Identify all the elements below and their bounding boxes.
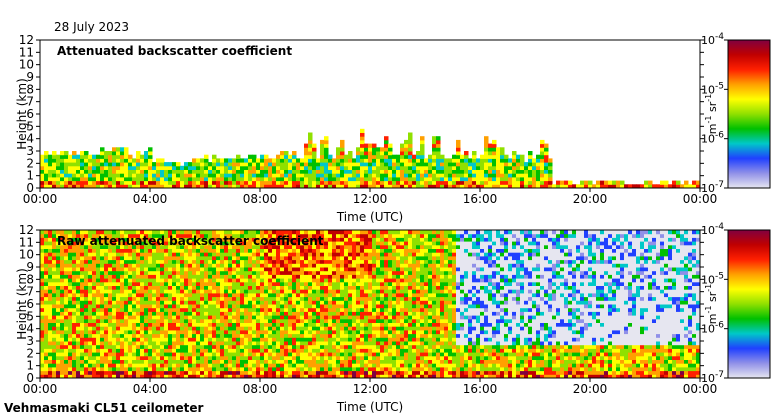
colorbar-tick-label: 10-6 <box>701 321 724 336</box>
y-tick-label: 2 <box>26 346 34 360</box>
colorbar-tick-label: 10-5 <box>701 81 724 96</box>
x-tick-label: 00:00 <box>683 382 718 396</box>
x-tick-label: 04:00 <box>133 382 168 396</box>
x-axis-label: Time (UTC) <box>336 400 403 414</box>
x-tick-label: 08:00 <box>243 382 278 396</box>
y-tick-label: 4 <box>26 322 34 336</box>
colorbar-tick-label: 10-5 <box>701 271 724 286</box>
colorbar <box>727 39 771 189</box>
y-axis-label: Height (km) <box>15 78 29 149</box>
colorbar-tick-label: 10-6 <box>701 131 724 146</box>
x-axis-label: Time (UTC) <box>336 210 403 224</box>
x-tick-label: 00:00 <box>23 382 58 396</box>
y-tick-label: 10 <box>19 248 34 262</box>
y-tick-label: 10 <box>19 58 34 72</box>
x-tick-label: 08:00 <box>243 192 278 206</box>
y-tick-label: 7 <box>26 95 34 109</box>
x-tick-label: 00:00 <box>683 192 718 206</box>
y-tick-label: 3 <box>26 144 34 158</box>
x-tick-label: 20:00 <box>573 192 608 206</box>
x-tick-label: 00:00 <box>23 192 58 206</box>
y-tick-label: 11 <box>19 45 34 59</box>
x-tick-label: 20:00 <box>573 382 608 396</box>
x-tick-label: 04:00 <box>133 192 168 206</box>
y-tick-label: 6 <box>26 107 34 121</box>
colorbar-tick-label: 10-7 <box>701 180 724 195</box>
y-tick-label: 12 <box>19 33 34 47</box>
y-tick-label: 5 <box>26 119 34 133</box>
panel-title: Raw attenuated backscatter coefficient <box>57 234 324 248</box>
y-tick-label: 5 <box>26 309 34 323</box>
y-tick-label: 0 <box>26 181 34 195</box>
y-tick-label: 2 <box>26 156 34 170</box>
y-tick-label: 6 <box>26 297 34 311</box>
colorbar-unit: m-1 sr-1 <box>704 284 719 324</box>
y-tick-label: 11 <box>19 235 34 249</box>
colorbar <box>727 229 771 379</box>
y-tick-label: 9 <box>26 260 34 274</box>
y-tick-label: 1 <box>26 169 34 183</box>
heatmap-layer <box>40 128 700 188</box>
instrument-label: Vehmasmaki CL51 ceilometer <box>4 401 204 415</box>
y-tick-label: 8 <box>26 272 34 286</box>
y-axis-label: Height (km) <box>15 268 29 339</box>
y-tick-label: 3 <box>26 334 34 348</box>
x-tick-label: 12:00 <box>353 382 388 396</box>
x-tick-label: 16:00 <box>463 382 498 396</box>
y-tick-label: 12 <box>19 223 34 237</box>
y-tick-label: 9 <box>26 70 34 84</box>
date-label: 28 July 2023 <box>54 20 130 34</box>
heatmap-layer <box>40 230 700 378</box>
y-tick-label: 4 <box>26 132 34 146</box>
y-tick-label: 0 <box>26 371 34 385</box>
x-tick-label: 12:00 <box>353 192 388 206</box>
panel-title: Attenuated backscatter coefficient <box>57 44 292 58</box>
x-tick-label: 16:00 <box>463 192 498 206</box>
y-tick-label: 8 <box>26 82 34 96</box>
colorbar-tick-label: 10-4 <box>701 32 724 47</box>
colorbar-tick-label: 10-7 <box>701 370 724 385</box>
colorbar-tick-label: 10-4 <box>701 222 724 237</box>
colorbar-unit: m-1 sr-1 <box>704 94 719 134</box>
y-tick-label: 7 <box>26 285 34 299</box>
y-tick-label: 1 <box>26 359 34 373</box>
